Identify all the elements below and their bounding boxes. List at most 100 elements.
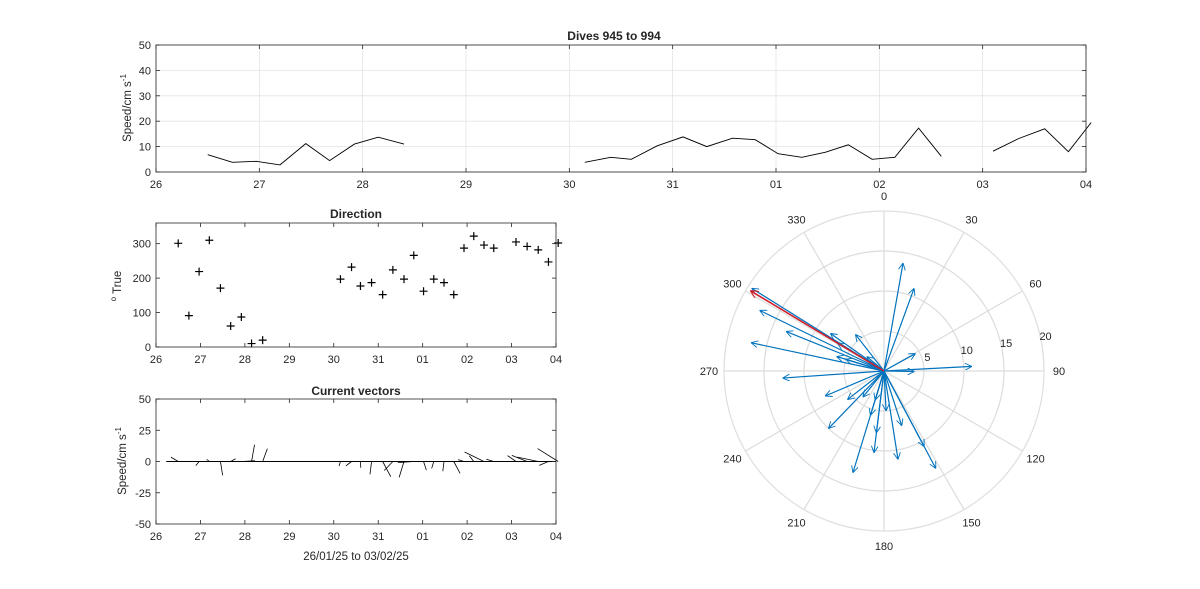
current-vector-stick	[230, 458, 236, 462]
polar-current-arrow	[751, 343, 885, 372]
direction-point	[400, 275, 408, 284]
polar-angle-label: 150	[962, 518, 980, 530]
x-tick-label: 02	[461, 531, 473, 543]
current-vector-stick	[398, 461, 405, 478]
direction-ylabel: oTrue	[109, 271, 124, 302]
direction-point	[247, 339, 256, 348]
current-vector-stick	[486, 458, 494, 462]
current-vector-stick	[382, 461, 392, 477]
current-vector-stick	[338, 461, 341, 467]
direction-point	[184, 311, 193, 320]
y-tick-label: 25	[139, 425, 151, 437]
y-tick-label: 0	[145, 457, 151, 469]
polar-current-arrow	[883, 263, 903, 372]
direction-title: Direction	[330, 207, 382, 221]
direction-point	[429, 275, 438, 284]
polar-current-arrow	[870, 370, 885, 415]
y-tick-label: 300	[133, 239, 151, 251]
current-vector-stick	[442, 461, 445, 472]
direction-point	[489, 244, 498, 253]
polar-angle-label: 210	[787, 518, 805, 530]
x-tick-label: 27	[194, 531, 206, 543]
x-tick-label: 31	[372, 354, 384, 366]
speed-panel: Dives 945 to 994 26 27 28 29 30 31 01 02 03 04 0 1…	[119, 29, 1092, 191]
polar-spoke	[883, 370, 965, 510]
y-tick-label: 20	[139, 116, 151, 128]
x-tick-label: 01	[417, 354, 429, 366]
polar-radius-label: 5	[924, 352, 930, 364]
polar-mean-arrow	[750, 289, 885, 372]
current-vector-stick	[457, 459, 465, 462]
current-vector-stick	[369, 461, 372, 475]
x-tick-label: 04	[1080, 179, 1092, 191]
polar-current-arrow	[883, 288, 914, 372]
polar-spoke	[803, 232, 885, 372]
polar-radius-label: 20	[1039, 331, 1051, 343]
direction-point	[534, 245, 543, 254]
direction-point	[460, 244, 468, 253]
x-tick-label: 29	[460, 179, 472, 191]
direction-point	[237, 313, 246, 322]
y-tick-label: -50	[135, 519, 151, 531]
direction-point	[356, 282, 365, 291]
direction-point	[347, 263, 356, 272]
direction-axes-box	[155, 222, 557, 348]
polar-spoke	[883, 370, 1023, 452]
polar-radius-label: 10	[961, 345, 973, 357]
current-vector-stick	[464, 451, 485, 462]
x-tick-label: 02	[873, 179, 885, 191]
current-vector-stick	[262, 448, 268, 462]
polar-current-arrow	[786, 331, 885, 372]
direction-point	[409, 251, 418, 260]
speed-axes-box	[155, 44, 1087, 173]
polar-angle-label: 330	[787, 214, 805, 226]
direction-point	[226, 321, 235, 330]
polar-angle-label: 300	[723, 279, 741, 291]
polar-angle-label: 90	[1053, 366, 1065, 378]
current-vector-stick	[220, 461, 224, 476]
x-tick-label: 28	[239, 531, 251, 543]
polar-current-arrow	[883, 353, 915, 372]
vectors-xlabel: 26/01/25 to 03/02/25	[303, 551, 409, 563]
current-vector-stick	[539, 461, 549, 466]
direction-point	[480, 241, 488, 250]
direction-point	[174, 239, 183, 248]
current-vector-stick	[511, 454, 528, 462]
direction-point	[367, 278, 376, 287]
direction-point	[419, 287, 428, 296]
polar-radius-label: 15	[1000, 338, 1012, 350]
polar-angle-label: 120	[1026, 454, 1044, 466]
direction-point	[258, 336, 267, 345]
current-vector-stick	[241, 460, 256, 462]
polar-current-arrow	[825, 370, 885, 396]
y-tick-label: 40	[139, 65, 151, 77]
polar-angle-label: 270	[700, 366, 718, 378]
direction-point	[388, 265, 397, 274]
polar-angle-label: 60	[1029, 279, 1041, 291]
current-vector-stick	[397, 461, 414, 464]
polar-current-arrow	[837, 356, 885, 372]
polar-current-arrow	[760, 309, 885, 372]
x-tick-label: 01	[417, 531, 429, 543]
direction-point	[512, 237, 520, 246]
direction-point	[469, 232, 478, 241]
polar-angle-label: 240	[723, 454, 741, 466]
current-vector-stick	[170, 456, 179, 462]
direction-point	[449, 290, 458, 299]
vectors-panel: Current vectors 26 27 28 29 30 31 01 02 03 04 -50…	[114, 384, 562, 563]
y-tick-label: 0	[145, 342, 151, 354]
y-tick-label: 50	[139, 40, 151, 52]
polar-current-arrow	[828, 370, 885, 429]
speed-series-line	[992, 122, 1092, 153]
current-vector-stick	[537, 448, 559, 462]
direction-point	[205, 236, 214, 245]
x-tick-label: 03	[977, 179, 989, 191]
polar-spoke	[883, 232, 965, 372]
current-vector-stick	[453, 461, 461, 474]
x-tick-label: 27	[194, 354, 206, 366]
polar-angle-label: 0	[881, 191, 887, 203]
x-tick-label: 30	[563, 179, 575, 191]
x-tick-label: 29	[283, 354, 295, 366]
x-tick-label: 31	[667, 179, 679, 191]
direction-point	[523, 242, 532, 251]
